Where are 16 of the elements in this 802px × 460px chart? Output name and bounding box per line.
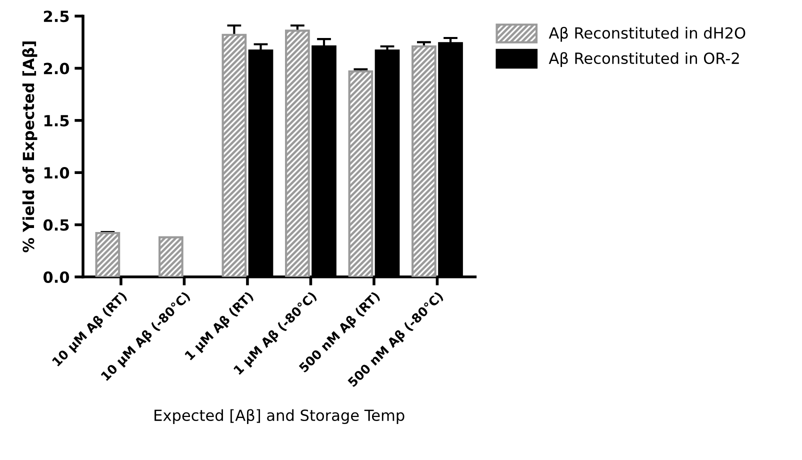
- bar: [222, 34, 247, 277]
- y-axis-title: % Yield of Expected [Aβ]: [22, 42, 38, 252]
- bar: [412, 45, 436, 277]
- legend-label: Aβ Reconstituted in OR-2: [548, 52, 739, 67]
- y-tick-label: 2.5: [44, 10, 69, 22]
- y-tick-label: 1.5: [44, 115, 69, 126]
- y-tick-label: 0.5: [43, 219, 69, 231]
- x-axis-title: Expected [Aβ] and Storage Temp: [154, 409, 404, 424]
- y-tick-label: 0.0: [43, 271, 70, 283]
- legend-label: Aβ Reconstituted in dH2O: [548, 26, 746, 42]
- bar: [285, 30, 310, 277]
- bar: [95, 232, 120, 277]
- y-tick-label: 2.0: [44, 62, 70, 74]
- bar: [348, 70, 374, 277]
- bar: [158, 236, 184, 277]
- y-tick-label: 1.0: [44, 167, 70, 179]
